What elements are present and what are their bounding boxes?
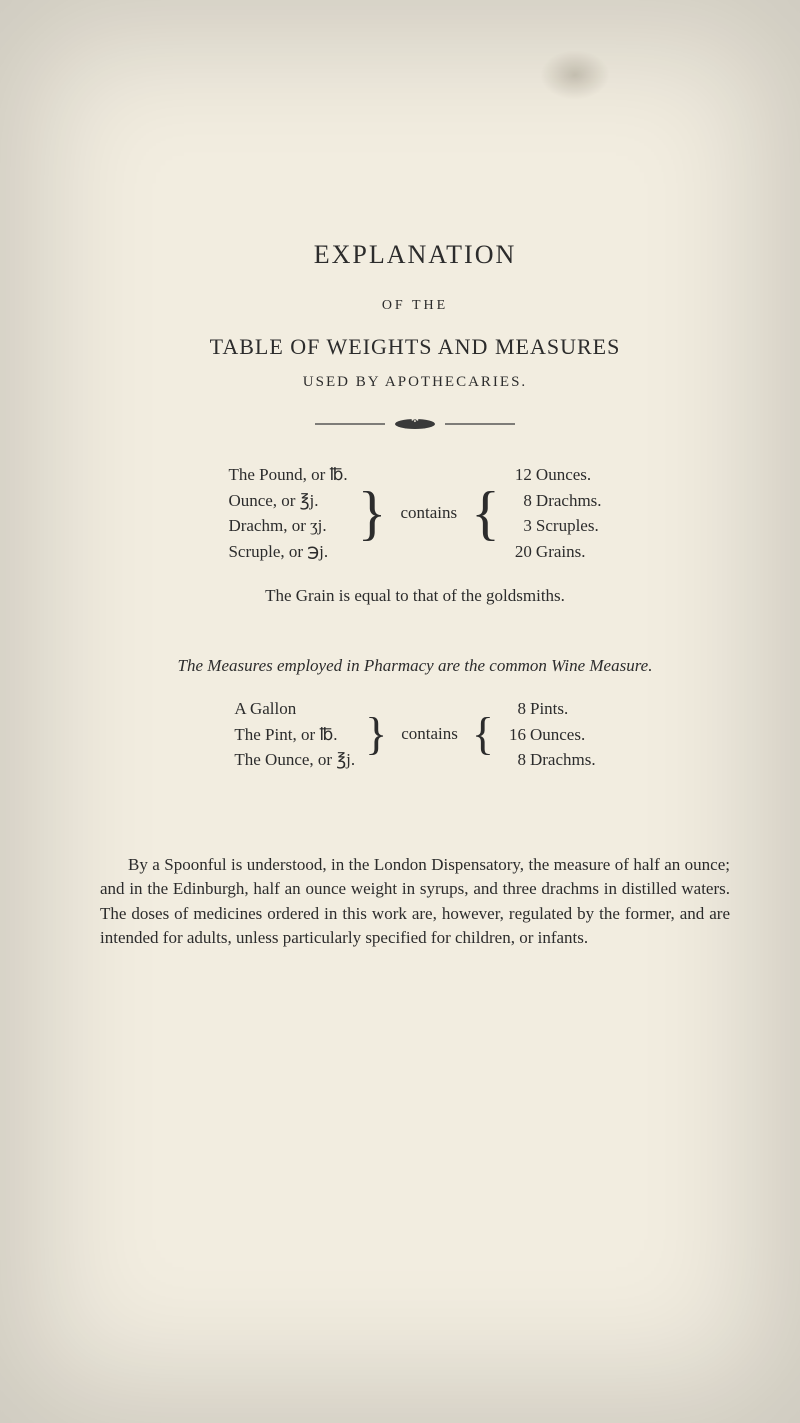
weights-right-column: 12Ounces. 8Drachms. 3Scruples. 20Grains.: [510, 462, 602, 564]
spoonful-paragraph: By a Spoonful is understood, in the Lond…: [100, 853, 730, 952]
weight-unit-pound: The Pound, or ℔.: [228, 462, 347, 488]
table-row: 8Drachms.: [504, 747, 596, 773]
grain-sentence: The Grain is equal to that of the goldsm…: [100, 586, 730, 606]
weight-unit-ounce: Ounce, or ℥j.: [228, 488, 318, 514]
brace-right-icon: {: [471, 483, 500, 543]
measures-table: A Gallon The Pint, or ℔. The Ounce, or ℥…: [100, 696, 730, 773]
measure-unit-gallon: A Gallon: [234, 696, 296, 722]
measures-italic-line: The Measures employed in Pharmacy are th…: [100, 656, 730, 676]
of-the-label: OF THE: [100, 298, 730, 314]
measures-right-column: 8Pints. 16Ounces. 8Drachms.: [504, 696, 596, 773]
page-title: EXPLANATION: [100, 240, 730, 270]
table-row: 12Ounces.: [510, 462, 591, 488]
used-by-label: USED BY APOTHECARIES.: [100, 374, 730, 391]
measure-unit-pint: The Pint, or ℔.: [234, 722, 337, 748]
weight-unit-scruple: Scruple, or ℈j.: [228, 539, 328, 565]
table-row: 3Scruples.: [510, 513, 599, 539]
measure-unit-ounce: The Ounce, or ℥j.: [234, 747, 355, 773]
weights-table: The Pound, or ℔. Ounce, or ℥j. Drachm, o…: [100, 462, 730, 564]
table-row: 20Grains.: [510, 539, 586, 565]
brace-left-icon: }: [358, 483, 387, 543]
table-row: 16Ounces.: [504, 722, 585, 748]
weights-left-column: The Pound, or ℔. Ounce, or ℥j. Drachm, o…: [228, 462, 347, 564]
brace-right-icon: {: [472, 711, 494, 757]
contains-label: contains: [396, 503, 461, 523]
table-row: 8Drachms.: [510, 488, 602, 514]
ornament-divider: ✻: [100, 415, 730, 438]
measures-left-column: A Gallon The Pint, or ℔. The Ounce, or ℥…: [234, 696, 355, 773]
brace-left-icon: }: [365, 711, 387, 757]
weight-unit-drachm: Drachm, or ʒj.: [228, 513, 326, 539]
contains-label: contains: [397, 724, 462, 744]
table-row: 8Pints.: [504, 696, 568, 722]
table-heading: TABLE OF WEIGHTS AND MEASURES: [100, 334, 730, 360]
svg-text:✻: ✻: [411, 415, 419, 425]
